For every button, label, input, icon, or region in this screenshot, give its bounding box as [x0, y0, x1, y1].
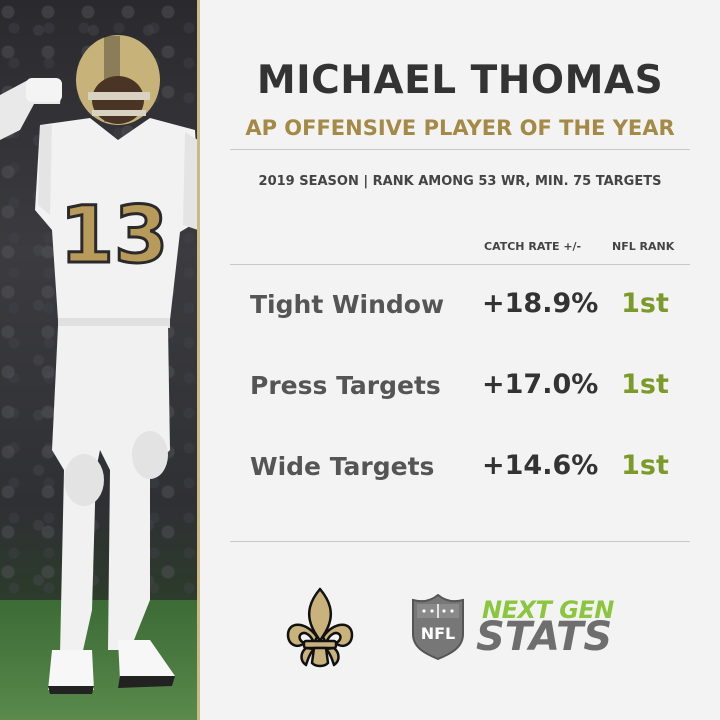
next-gen-wordmark: NEXT GEN: [482, 596, 614, 624]
player-figure: 13: [0, 35, 200, 694]
stats-wordmark: STATS: [476, 614, 613, 660]
stat-rank: 1st: [621, 450, 669, 481]
fleur-de-lis-icon: [286, 587, 354, 668]
stat-rank: 1st: [621, 369, 669, 400]
stat-value: +14.6%: [482, 450, 599, 481]
stat-label: Press Targets: [250, 371, 441, 400]
stat-value: +17.0%: [482, 369, 599, 400]
player-name: MICHAEL THOMAS: [256, 58, 664, 103]
season-context: 2019 SEASON | RANK AMONG 53 WR, MIN. 75 …: [258, 174, 662, 189]
player-photo: 13: [0, 0, 200, 720]
nfl-wordmark: NFL: [421, 624, 456, 643]
stat-rank: 1st: [621, 288, 669, 319]
award-title: AP OFFENSIVE PLAYER OF THE YEAR: [245, 116, 675, 140]
nfl-shield-icon: NFL: [412, 594, 464, 660]
column-header-catch-rate: CATCH RATE +/-: [484, 240, 582, 253]
stat-label: Tight Window: [250, 290, 445, 319]
column-header-nfl-rank: NFL RANK: [612, 240, 675, 253]
panel-divider: [197, 0, 200, 720]
stat-value: +18.9%: [482, 288, 599, 319]
footer-divider: [230, 541, 690, 542]
table-header-divider: [230, 264, 690, 265]
jersey-number: 13: [60, 191, 169, 281]
turf-field: [0, 600, 200, 720]
stat-label: Wide Targets: [250, 452, 435, 481]
header-divider: [230, 149, 690, 150]
